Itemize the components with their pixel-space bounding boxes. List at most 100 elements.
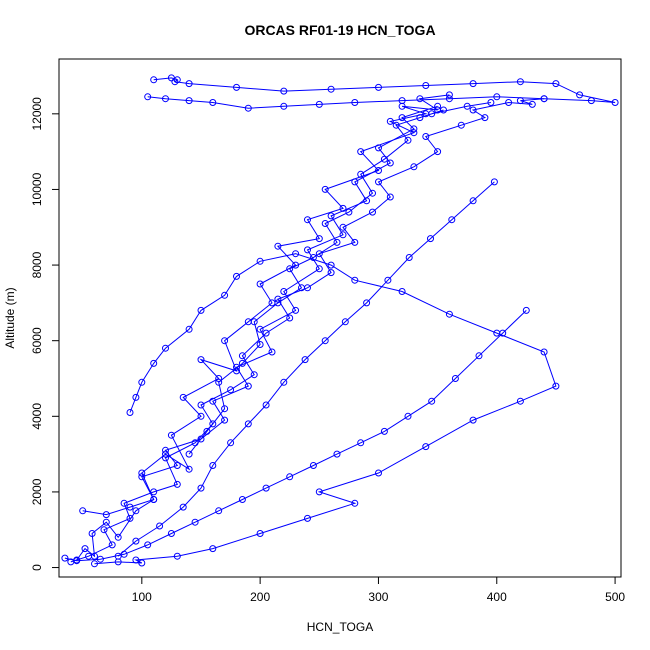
data-point	[333, 450, 341, 458]
data-point	[191, 518, 199, 526]
data-point	[262, 401, 270, 409]
data-point	[380, 427, 388, 435]
data-point	[339, 231, 347, 239]
data-point	[256, 530, 264, 537]
x-tick-label: 100	[132, 590, 152, 604]
data-point	[505, 99, 513, 106]
data-point	[256, 341, 264, 348]
data-point	[91, 560, 98, 568]
data-point	[185, 465, 193, 473]
data-point	[274, 299, 282, 307]
y-axis-label: Altitude (m)	[3, 287, 17, 348]
data-point	[286, 314, 294, 322]
data-point	[185, 97, 193, 105]
data-point	[162, 454, 169, 462]
data-point	[481, 114, 489, 122]
data-point	[102, 511, 110, 519]
data-point	[280, 87, 288, 95]
data-point	[114, 552, 122, 560]
data-point	[233, 363, 240, 371]
data-point	[96, 555, 104, 563]
data-point	[221, 416, 229, 424]
data-point	[315, 265, 323, 273]
data-point	[185, 450, 193, 458]
data-point	[422, 82, 430, 89]
data-point	[448, 216, 456, 224]
data-point	[238, 496, 246, 503]
data-point	[138, 473, 146, 481]
data-point	[493, 93, 501, 101]
y-tick-label: 8000	[30, 251, 44, 278]
data-point	[363, 299, 371, 307]
data-point	[274, 242, 282, 250]
data-point	[392, 121, 400, 129]
data-point	[162, 446, 169, 454]
data-point	[469, 80, 477, 88]
x-tick-label: 300	[368, 590, 388, 604]
data-point	[516, 78, 524, 86]
data-point	[102, 518, 110, 526]
data-point	[304, 246, 311, 254]
data-point	[528, 100, 536, 108]
data-point	[286, 265, 294, 273]
data-point	[256, 257, 264, 265]
data-point	[171, 78, 179, 86]
data-point	[197, 412, 205, 420]
data-point	[132, 556, 140, 564]
data-point	[185, 325, 193, 333]
data-point	[351, 99, 359, 106]
data-point	[398, 114, 406, 122]
y-tick-label: 2000	[30, 478, 44, 505]
data-point	[469, 416, 477, 424]
data-point	[327, 212, 335, 220]
data-point	[611, 99, 619, 106]
data-point	[233, 272, 240, 280]
data-point	[321, 337, 329, 345]
data-point	[327, 85, 335, 93]
data-point	[451, 375, 459, 382]
data-point	[209, 462, 217, 469]
data-point	[410, 163, 418, 171]
data-point	[150, 496, 158, 503]
data-point	[262, 484, 270, 492]
data-point	[238, 359, 246, 367]
data-point	[209, 397, 217, 405]
data-point	[221, 405, 229, 413]
data-point	[540, 95, 548, 103]
data-point	[197, 484, 205, 492]
data-point	[333, 238, 341, 246]
data-point	[369, 189, 376, 197]
y-tick-label: 0	[30, 564, 44, 571]
chart-title: ORCAS RF01-19 HCN_TOGA	[244, 22, 435, 38]
data-point	[457, 121, 465, 129]
data-point	[244, 104, 252, 112]
data-point	[327, 269, 335, 277]
data-point	[416, 114, 424, 122]
data-point	[434, 148, 442, 156]
data-point	[428, 397, 436, 405]
data-point	[440, 106, 447, 114]
data-point	[120, 499, 128, 507]
data-point	[215, 507, 223, 515]
data-point	[126, 503, 134, 511]
data-point	[138, 378, 146, 386]
data-point	[88, 530, 96, 537]
series-line-6	[188, 102, 491, 455]
data-point	[132, 507, 140, 515]
data-point	[126, 409, 134, 416]
data-point	[209, 545, 217, 553]
data-point	[250, 371, 258, 379]
data-point	[203, 427, 211, 435]
data-point	[315, 100, 323, 108]
data-point	[301, 356, 309, 364]
data-point	[221, 337, 229, 345]
series-line-7	[117, 181, 495, 557]
y-tick-label: 10000	[30, 172, 44, 206]
x-tick-label: 400	[487, 590, 507, 604]
series-line-5	[64, 310, 527, 562]
y-tick-label: 12000	[30, 97, 44, 131]
data-point	[79, 507, 87, 515]
data-point	[156, 522, 164, 530]
data-point	[552, 382, 560, 390]
